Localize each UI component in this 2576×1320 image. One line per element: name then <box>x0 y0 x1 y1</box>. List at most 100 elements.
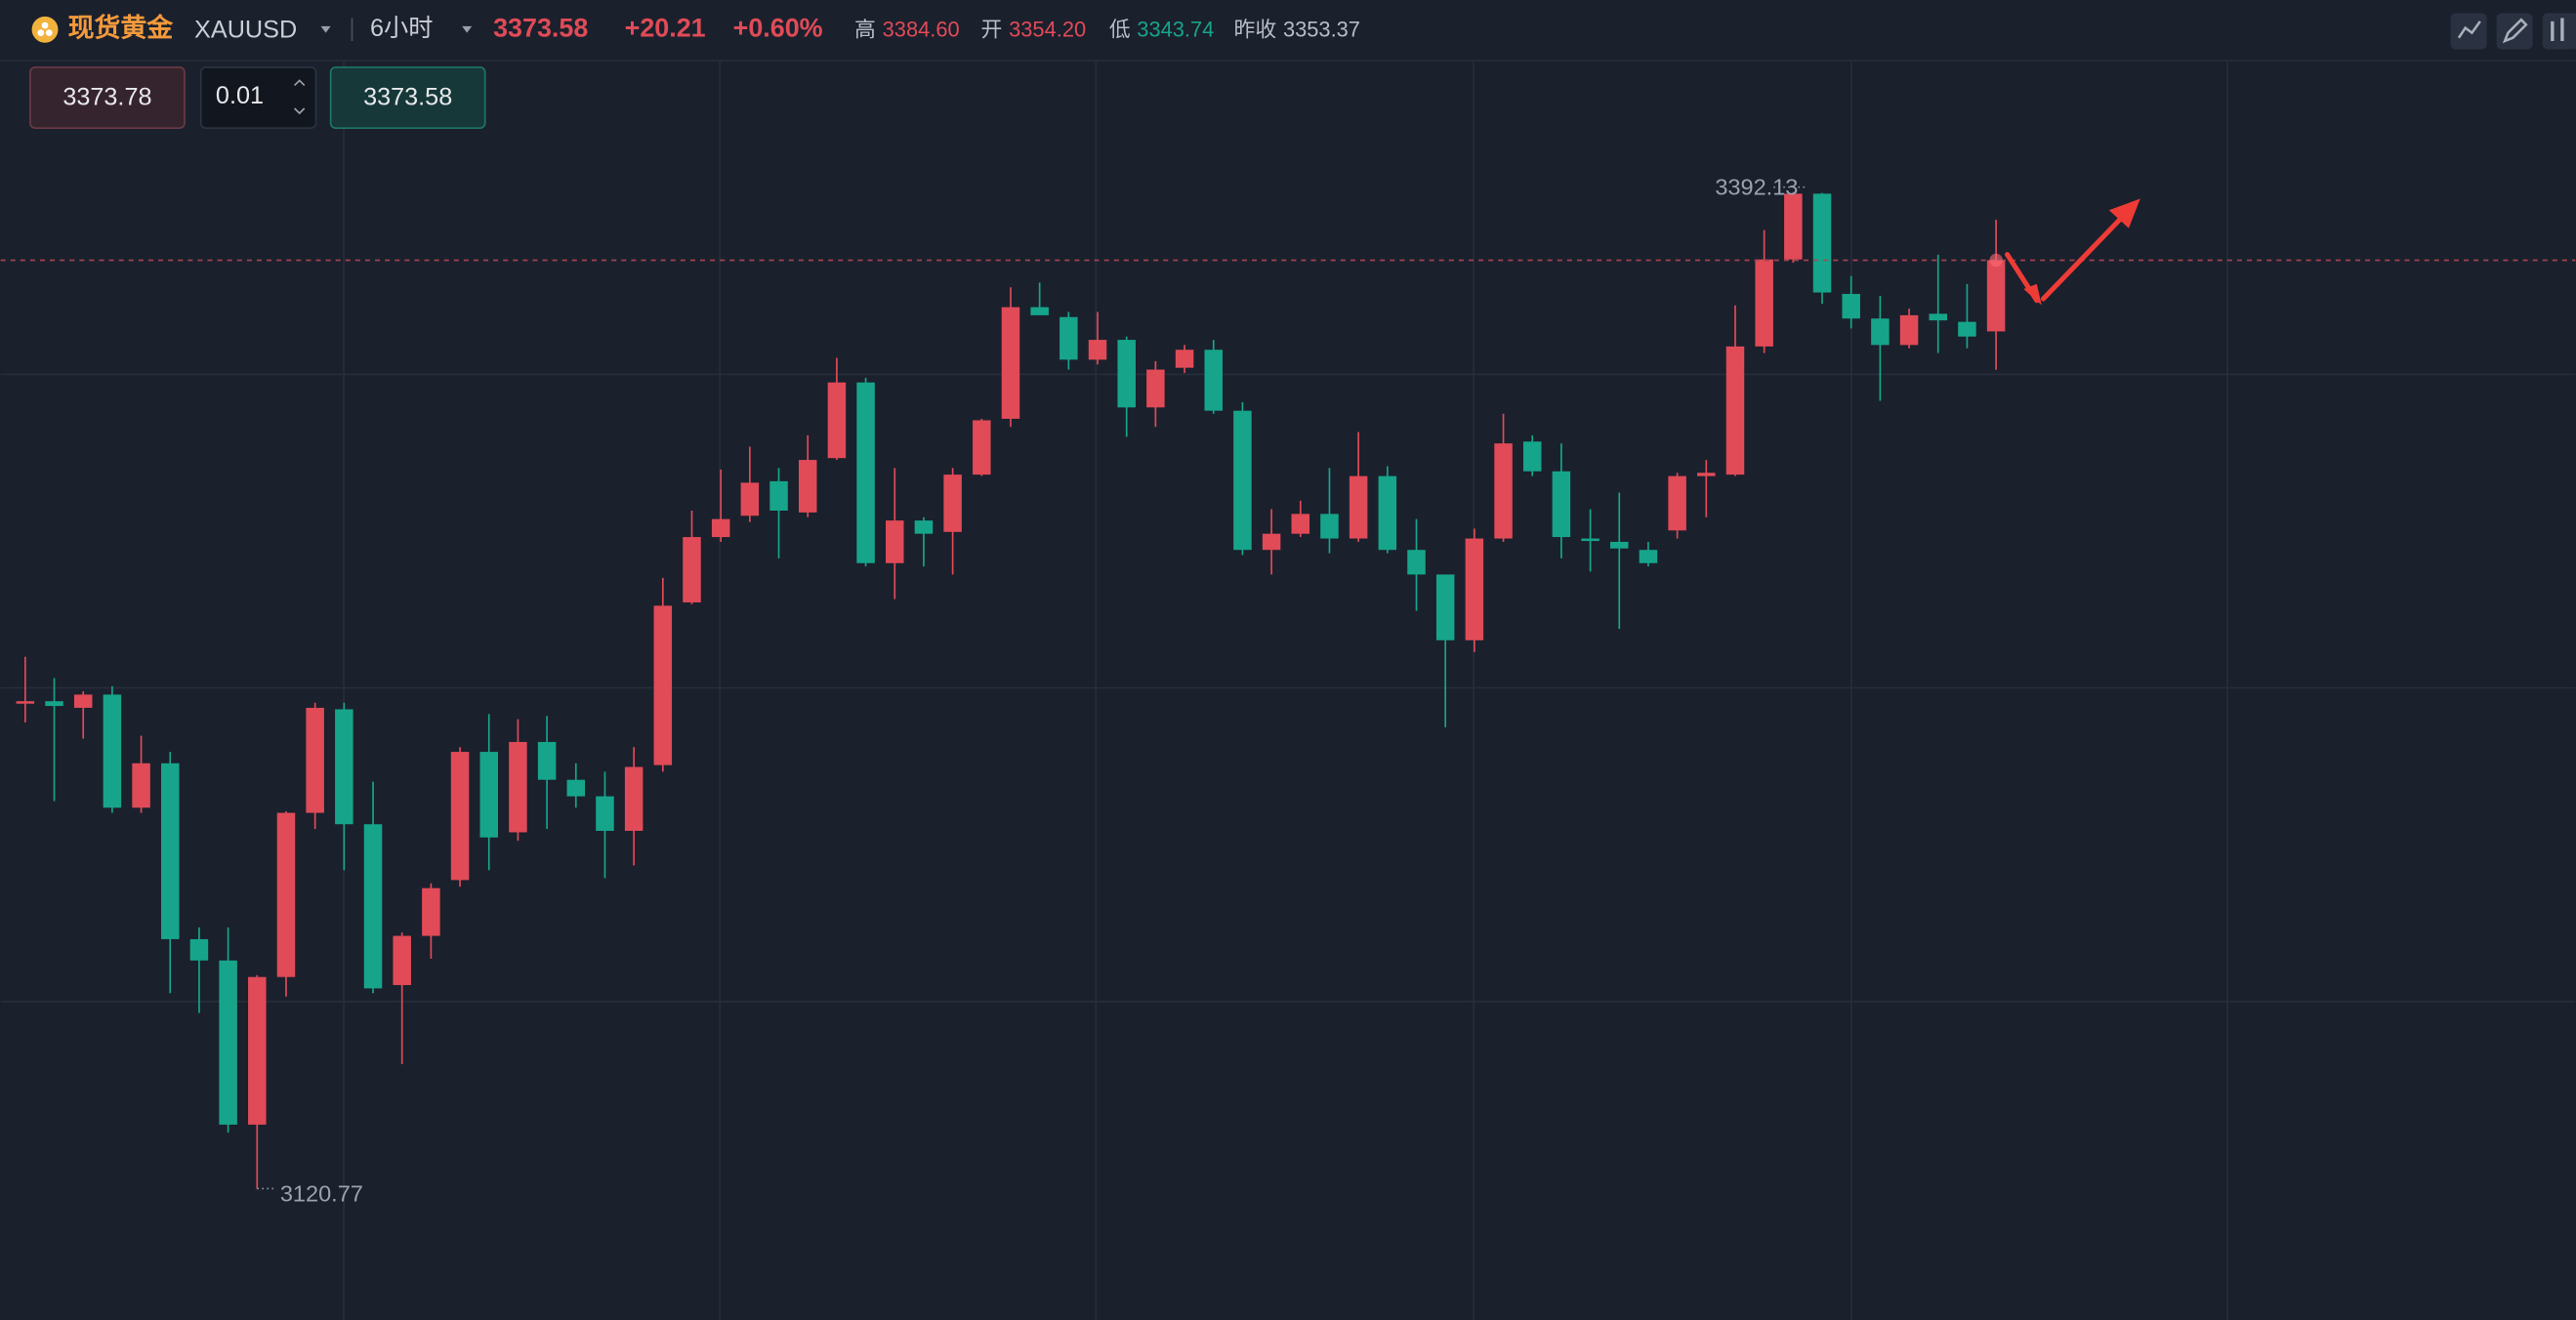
stat-value: 3353.37 <box>1283 18 1360 42</box>
candle-body <box>1522 441 1542 472</box>
candle-body <box>624 766 644 831</box>
candle-body <box>827 382 847 459</box>
tool-button[interactable] <box>2496 13 2533 50</box>
header-bar <box>0 0 2576 62</box>
plot: 3392.13 3120.77 <box>0 175 2576 1206</box>
annotation-arrowhead <box>2108 198 2140 228</box>
min-label: 3120.77 <box>280 1180 363 1206</box>
candle-body <box>1407 550 1426 575</box>
candle-body <box>1059 316 1078 360</box>
period-caret[interactable] <box>462 25 473 33</box>
candle-body <box>509 741 527 833</box>
candle-body <box>1030 307 1049 315</box>
buy-price[interactable]: 3373.58 <box>363 84 452 111</box>
candle-body <box>1929 313 1947 321</box>
stat-label: 低 <box>1109 18 1131 42</box>
change: +20.21 <box>625 13 706 42</box>
candle-body <box>1755 259 1773 347</box>
candle-body <box>1204 350 1223 411</box>
symbol[interactable]: XAUUSD <box>194 17 297 44</box>
lots-spinner[interactable] <box>294 79 306 115</box>
sell-price[interactable]: 3373.78 <box>62 84 151 111</box>
candle-body <box>566 779 586 797</box>
lots-value[interactable]: 0.01 <box>216 82 264 109</box>
period[interactable]: 6小时 <box>370 15 433 42</box>
candle-body <box>1639 550 1658 563</box>
candle-body <box>248 976 267 1125</box>
candle-body <box>1871 318 1890 346</box>
buy-button[interactable] <box>329 66 486 130</box>
tool-button[interactable] <box>2542 13 2576 50</box>
tool-icon <box>2502 18 2528 44</box>
candle-body <box>1899 314 1919 346</box>
candle-body <box>1262 533 1281 551</box>
candle-body <box>219 960 237 1125</box>
candle-body <box>1986 260 2006 332</box>
candle-body <box>1552 471 1571 538</box>
candle-body <box>45 701 63 707</box>
candle-body <box>711 518 730 538</box>
candle-body <box>1610 541 1629 549</box>
tool-icon <box>2457 21 2481 39</box>
annotation-arrowhead <box>2023 283 2042 306</box>
price: 3373.58 <box>493 13 588 42</box>
candle-body <box>1088 340 1107 360</box>
candle-body <box>1117 340 1136 408</box>
candle-body <box>1175 350 1194 368</box>
tool-icon <box>2551 18 2564 42</box>
candle-body <box>1001 307 1020 419</box>
candle-body <box>1697 473 1716 476</box>
candle-body <box>740 482 760 516</box>
candle-body <box>596 796 614 831</box>
candle-body <box>1465 538 1484 640</box>
candle-body <box>537 741 557 780</box>
stat-label: 高 <box>854 18 876 42</box>
candle-body <box>1349 475 1368 539</box>
gold-icon-dot <box>37 29 45 36</box>
candle-body <box>769 480 788 511</box>
candle-body <box>1494 443 1513 539</box>
max-label: 3392.13 <box>1715 175 1798 200</box>
candle-body <box>914 520 934 534</box>
stat-label: 昨收 <box>1234 18 1277 42</box>
candle-body <box>683 537 701 603</box>
stat-value: 3384.60 <box>883 18 960 42</box>
candle-body <box>856 382 875 563</box>
candle-body <box>132 763 150 808</box>
stat-value: 3354.20 <box>1009 18 1086 42</box>
candle-body <box>798 460 817 513</box>
symbol-caret[interactable] <box>320 25 331 33</box>
candle-body <box>450 752 470 881</box>
candle-body <box>103 694 122 808</box>
candle-body <box>973 420 991 475</box>
candle-body <box>1233 410 1252 551</box>
grid <box>0 61 2576 1320</box>
candle-body <box>1958 321 1976 337</box>
candle-body <box>1784 193 1803 260</box>
candle-body <box>1725 346 1745 475</box>
lots-input[interactable] <box>199 66 317 130</box>
change-pct: +0.60% <box>733 13 823 42</box>
candle-body <box>1812 193 1832 293</box>
candle-body <box>306 707 324 813</box>
candle-body <box>393 935 411 985</box>
candle-body <box>1320 514 1339 539</box>
price-glow <box>1989 253 2003 268</box>
candle-body <box>1291 514 1310 534</box>
candle-body <box>335 709 353 825</box>
candle-body <box>886 520 904 563</box>
candle-body <box>1378 475 1397 551</box>
candle-body <box>1668 475 1686 531</box>
candle-body <box>276 812 296 977</box>
instrument-name: 现货黄金 <box>68 12 175 42</box>
candle-body <box>189 938 209 961</box>
candle-body <box>73 694 93 708</box>
stat-label: 开 <box>981 18 1003 42</box>
candle-body <box>363 824 383 989</box>
candle-body <box>479 752 498 838</box>
sell-button[interactable] <box>29 66 186 130</box>
gold-icon-dot <box>45 29 53 36</box>
candle-body <box>653 605 673 765</box>
